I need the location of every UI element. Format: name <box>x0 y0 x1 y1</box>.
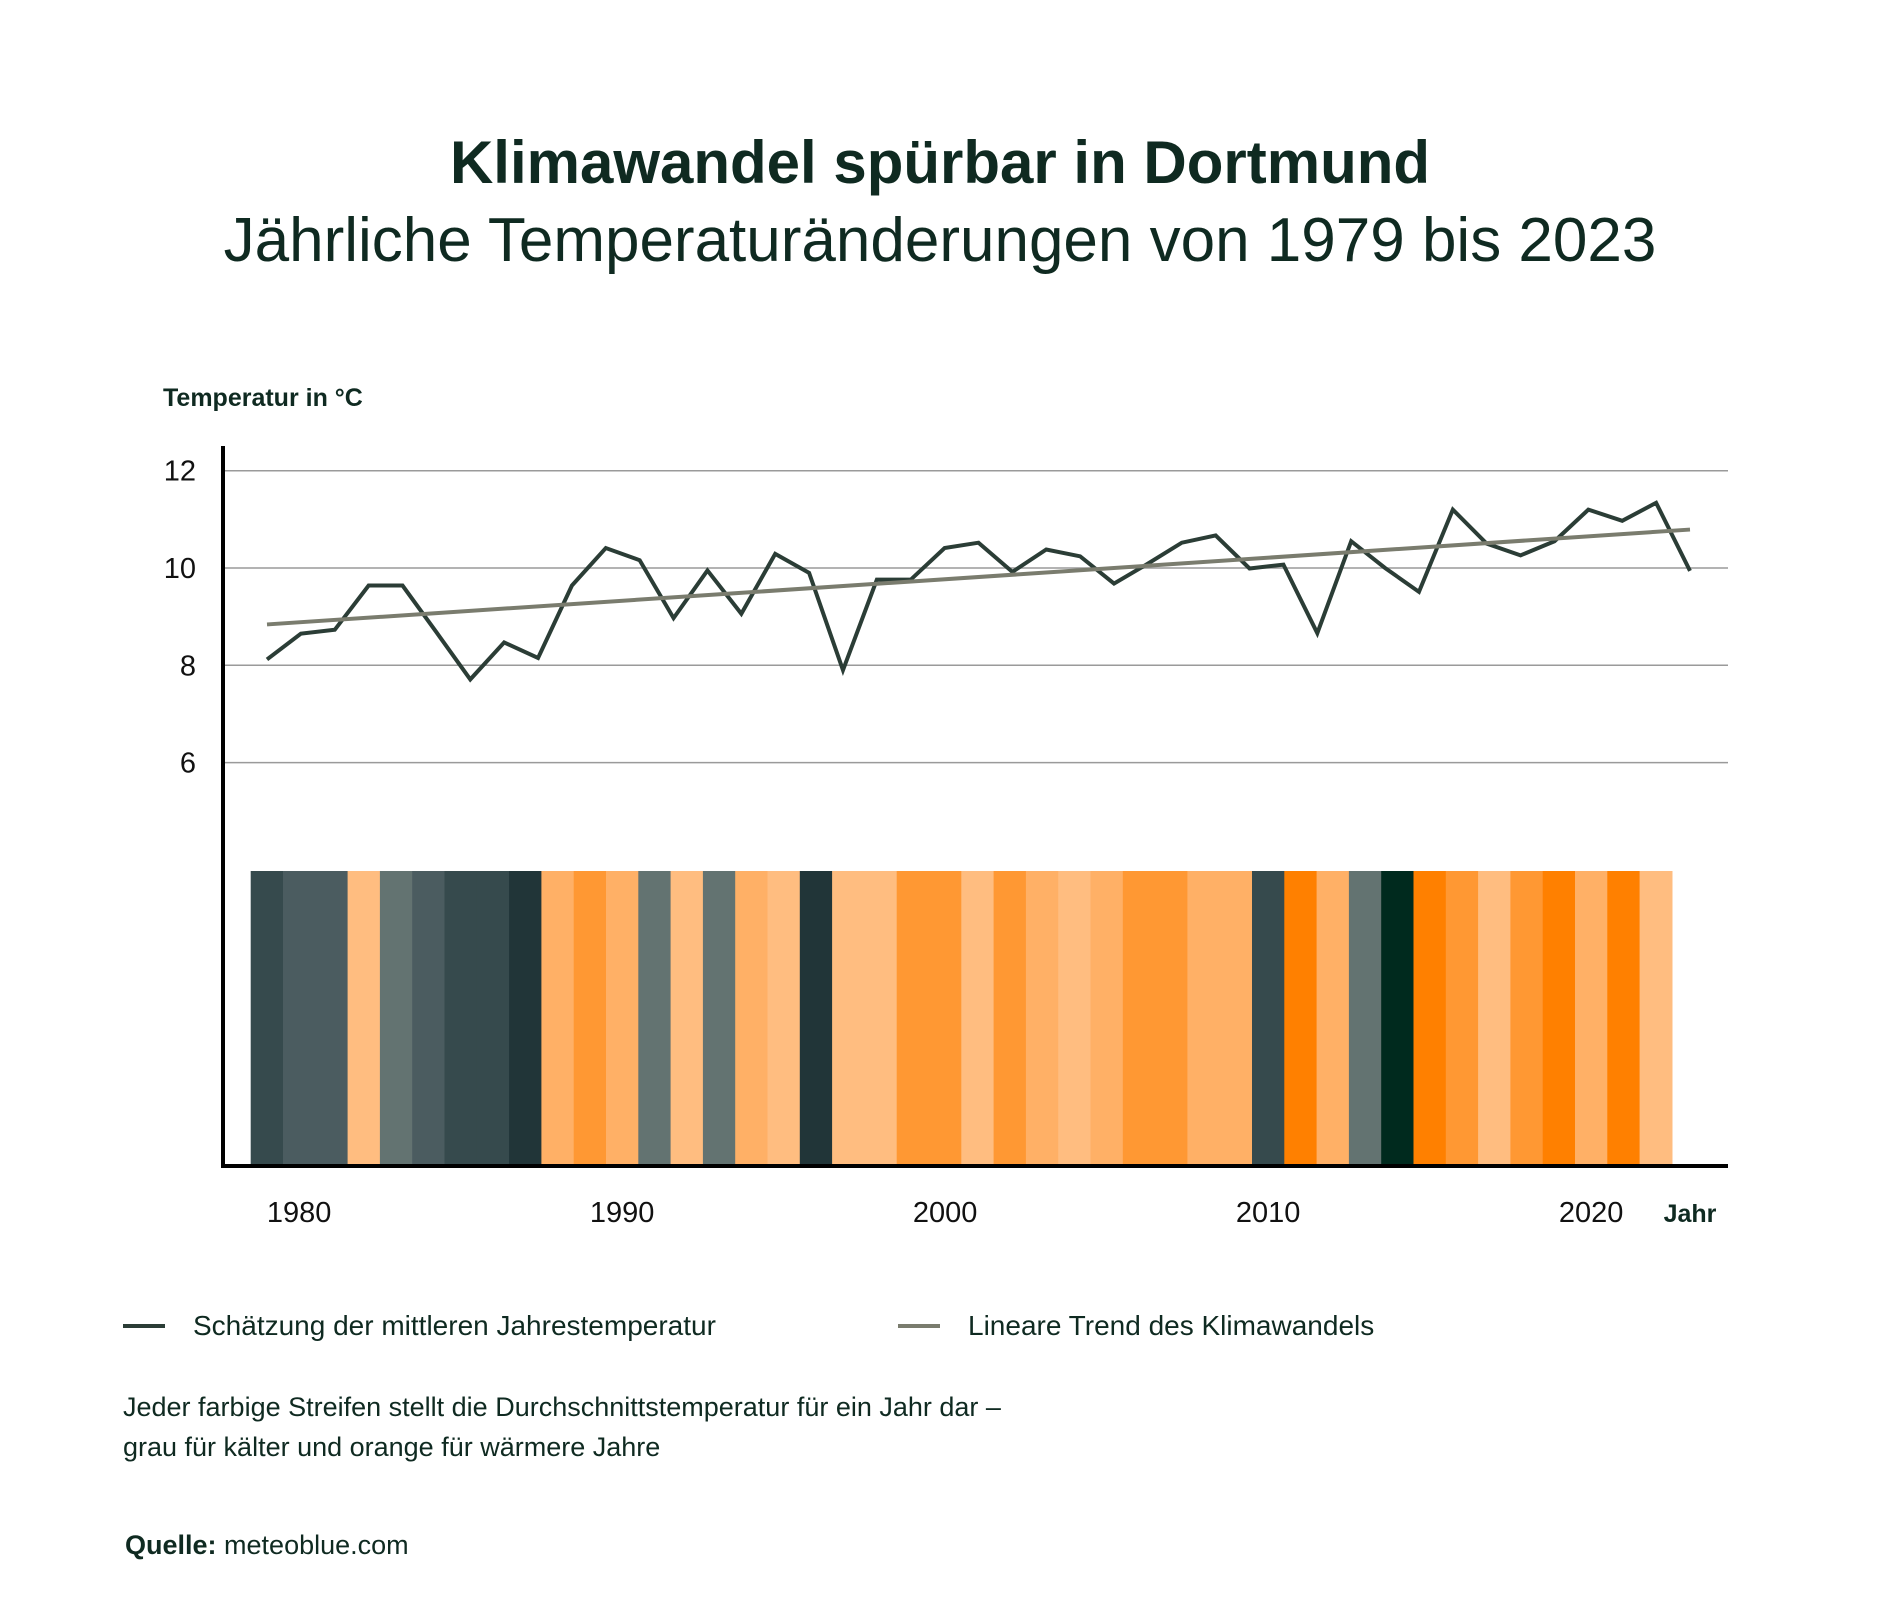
stripe-2013 <box>1348 871 1382 1166</box>
stripe-1982 <box>347 871 381 1166</box>
stripe-1990 <box>606 871 639 1166</box>
stripe-1984 <box>412 871 446 1166</box>
legend-swatch-estimate <box>123 1324 165 1328</box>
x-axis-label: Jahr <box>1664 1200 1717 1228</box>
stripe-1983 <box>379 871 413 1166</box>
stripe-1997 <box>832 871 865 1166</box>
legend-item-estimate: Schätzung der mittleren Jahrestemperatur <box>123 1310 716 1342</box>
y-tick-label: 6 <box>180 748 196 780</box>
source-value: meteoblue.com <box>224 1530 409 1560</box>
legend-item-trend: Lineare Trend des Klimawandels <box>898 1310 1374 1342</box>
stripe-1986 <box>476 871 510 1166</box>
stripe-2002 <box>993 871 1027 1166</box>
legend-label-estimate: Schätzung der mittleren Jahrestemperatur <box>193 1310 716 1341</box>
stripe-1987 <box>509 871 542 1166</box>
stripe-2005 <box>1090 871 1124 1166</box>
stripe-1998 <box>864 871 898 1166</box>
stripe-2006 <box>1122 871 1156 1166</box>
x-tick-label: 1990 <box>590 1197 655 1229</box>
chart-title: Klimawandel spürbar in Dortmund <box>449 129 1431 196</box>
stripe-2007 <box>1155 871 1188 1166</box>
series-line-estimate <box>265 500 1692 683</box>
stripe-2011 <box>1284 871 1318 1166</box>
stripe-2016 <box>1445 871 1479 1166</box>
stripe-1989 <box>573 871 607 1166</box>
y-tick-label: 12 <box>164 456 196 488</box>
note-line-1: Jeder farbige Streifen stellt die Durchs… <box>123 1392 1001 1422</box>
stripe-2019 <box>1542 871 1576 1166</box>
stripe-explanation: Jeder farbige Streifen stellt die Durchs… <box>123 1387 1001 1467</box>
x-tick-label: 1980 <box>267 1197 332 1229</box>
stripe-1999 <box>896 871 930 1166</box>
stripe-2021 <box>1607 871 1641 1166</box>
stripe-1996 <box>799 871 833 1166</box>
source-label: Quelle: <box>125 1530 217 1560</box>
legend-label-trend: Lineare Trend des Klimawandels <box>968 1310 1375 1341</box>
stripe-1994 <box>735 871 769 1166</box>
stripe-2010 <box>1252 871 1285 1166</box>
x-tick-label: 2020 <box>1559 1197 1624 1229</box>
y-tick-label: 8 <box>180 650 196 682</box>
note-line-2: grau für kälter und orange für wärmere J… <box>123 1432 661 1462</box>
legend-swatch-trend <box>898 1324 940 1328</box>
series-line-trend <box>266 527 1691 627</box>
y-tick-label: 10 <box>164 553 196 585</box>
stripe-1980 <box>283 871 316 1166</box>
stripe-1995 <box>767 871 801 1166</box>
stripe-2022 <box>1639 871 1673 1166</box>
chart-subtitle: Jährliche Temperaturänderungen von 1979 … <box>223 206 1657 275</box>
stripe-1992 <box>670 871 704 1166</box>
y-axis-label: Temperatur in °C <box>163 384 363 412</box>
stripe-2014 <box>1381 871 1415 1166</box>
stripe-1991 <box>638 871 672 1166</box>
stripe-2004 <box>1058 871 1092 1166</box>
stripe-1993 <box>702 871 736 1166</box>
stripe-2017 <box>1478 871 1511 1166</box>
stripe-2015 <box>1413 871 1447 1166</box>
stripe-2000 <box>929 871 962 1166</box>
stripe-2020 <box>1575 871 1608 1166</box>
stripe-2012 <box>1316 871 1350 1166</box>
stripe-2008 <box>1187 871 1221 1166</box>
source: Quelle: meteoblue.com <box>125 1530 409 1561</box>
stripe-2018 <box>1510 871 1544 1166</box>
x-tick-label: 2010 <box>1236 1197 1301 1229</box>
stripe-2009 <box>1219 871 1253 1166</box>
stripe-1979 <box>250 871 284 1166</box>
x-tick-label: 2000 <box>913 1197 978 1229</box>
stripe-2001 <box>961 871 995 1166</box>
stripe-1985 <box>444 871 478 1166</box>
stripe-1981 <box>315 871 349 1166</box>
stripe-1988 <box>541 871 575 1166</box>
stripe-2003 <box>1025 871 1059 1166</box>
